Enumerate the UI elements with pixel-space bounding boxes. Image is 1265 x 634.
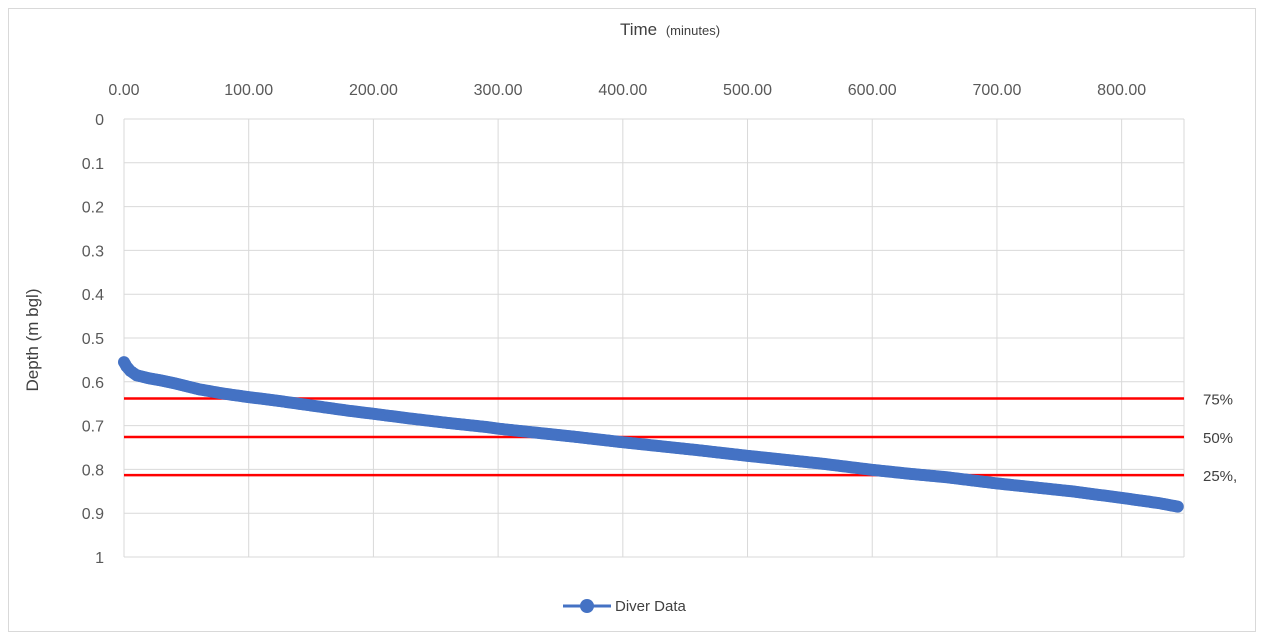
y-tick-label: 0.2 bbox=[82, 200, 104, 217]
grid-layer bbox=[123, 118, 1185, 558]
x-tick-label: 800.00 bbox=[1097, 82, 1146, 99]
x-axis-title-main: Time bbox=[620, 20, 657, 39]
y-tick-label: 0.9 bbox=[82, 506, 104, 523]
x-tick-label: 500.00 bbox=[723, 82, 772, 99]
x-tick-label: 400.00 bbox=[598, 82, 647, 99]
y-tick-label: 0.5 bbox=[82, 331, 104, 348]
reference-lines bbox=[124, 397, 1184, 477]
x-tick-label: 700.00 bbox=[972, 82, 1021, 99]
y-tick-label: 0.3 bbox=[82, 243, 104, 260]
y-tick-label: 0.1 bbox=[82, 156, 104, 173]
series-layer bbox=[118, 356, 1184, 513]
x-tick-label: 200.00 bbox=[349, 82, 398, 99]
legend: Diver Data bbox=[563, 598, 687, 615]
x-tick-label: 600.00 bbox=[848, 82, 897, 99]
x-tick-label: 0.00 bbox=[108, 82, 139, 99]
y-axis-title: Depth (m bgl) bbox=[23, 289, 42, 392]
y-tick-label: 0.7 bbox=[82, 419, 104, 436]
y-tick-label: 0 bbox=[95, 112, 104, 129]
reference-line-label: 50% bbox=[1203, 430, 1233, 447]
reference-line-label: 25%, bbox=[1203, 468, 1237, 485]
reference-line-label: 75% bbox=[1203, 391, 1233, 408]
x-tick-label: 300.00 bbox=[474, 82, 523, 99]
x-tick-label: 100.00 bbox=[224, 82, 273, 99]
x-axis-title-unit: (minutes) bbox=[666, 23, 720, 38]
x-axis-title: Time (minutes) bbox=[620, 20, 720, 39]
legend-label-diver-data: Diver Data bbox=[615, 598, 687, 615]
y-tick-label: 0.4 bbox=[82, 287, 104, 304]
chart-frame bbox=[8, 8, 1256, 632]
legend-dot-marker bbox=[580, 599, 594, 613]
y-tick-label: 1 bbox=[95, 550, 104, 567]
y-tick-label: 0.8 bbox=[82, 462, 104, 479]
y-tick-label: 0.6 bbox=[82, 375, 104, 392]
data-point bbox=[1171, 500, 1184, 513]
series-markers-diver-data bbox=[118, 356, 1184, 513]
tick-labels: 0 0.1 0.2 0.3 0.4 0.5 0.6 0.7 0.8 0.9 1 0.00 100.00 2… bbox=[82, 82, 1146, 567]
